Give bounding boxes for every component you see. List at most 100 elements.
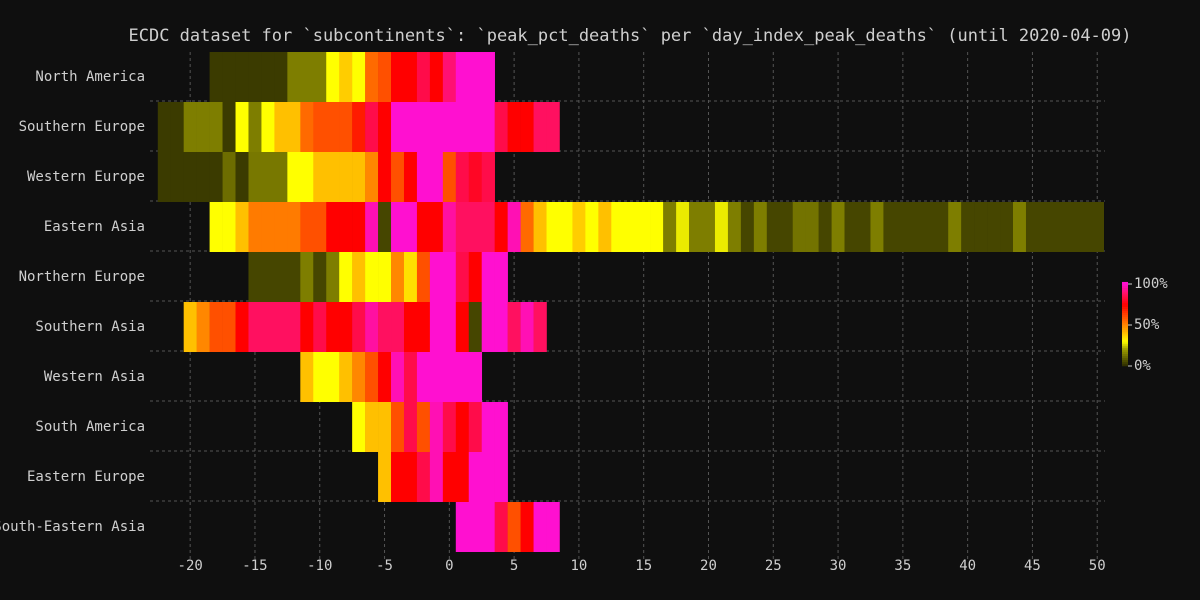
heatmap-cell <box>403 102 418 152</box>
heatmap-cell <box>481 302 495 352</box>
heatmap-cell <box>248 102 262 152</box>
heatmap-cell <box>403 202 418 252</box>
heatmap-cell <box>494 102 508 152</box>
heatmap-cell <box>442 102 457 152</box>
colorbar-segment <box>1122 292 1128 295</box>
heatmap-cell <box>974 202 988 252</box>
heatmap-cell <box>455 152 470 202</box>
heatmap-cell <box>248 202 262 252</box>
heatmap-cell <box>792 202 806 252</box>
heatmap-cell <box>326 252 340 302</box>
heatmap-cell <box>481 502 495 552</box>
heatmap-cell <box>507 302 521 352</box>
heatmap-cell <box>468 302 483 352</box>
heatmap-cell <box>352 52 366 102</box>
heatmap-cell <box>481 252 495 302</box>
heatmap-cell <box>429 352 444 402</box>
heatmap-cell <box>339 52 353 102</box>
heatmap-cell <box>326 102 340 152</box>
heatmap-cell <box>844 202 858 252</box>
heatmap-cell <box>429 452 444 502</box>
heatmap-cell <box>442 302 457 352</box>
heatmap-cell <box>922 202 936 252</box>
colorbar-segment <box>1122 308 1128 311</box>
heatmap-cell <box>533 202 547 252</box>
y-tick-label: South-Eastern Asia <box>0 519 145 535</box>
heatmap-cell <box>261 302 275 352</box>
heatmap-cell <box>766 202 781 252</box>
y-tick-label: Western Asia <box>44 369 145 385</box>
heatmap-cell <box>287 302 301 352</box>
heatmap-cell <box>455 252 470 302</box>
heatmap-cell <box>481 402 495 452</box>
heatmap-cell <box>416 402 431 452</box>
heatmap-cell <box>429 302 444 352</box>
heatmap-cell <box>416 52 431 102</box>
heatmap-cell <box>209 102 223 152</box>
colorbar-segment <box>1122 320 1128 324</box>
heatmap-cell <box>313 152 327 202</box>
heatmap-cell <box>235 102 249 152</box>
colorbar-segment <box>1122 310 1128 313</box>
heatmap-cell <box>416 152 431 202</box>
heatmap-cell <box>274 152 288 202</box>
heatmap-cell <box>481 452 495 502</box>
heatmap-cell <box>261 102 275 152</box>
heatmap-cell <box>520 202 534 252</box>
heatmap-cell <box>209 302 223 352</box>
heatmap-cell <box>468 252 483 302</box>
heatmap-cell <box>222 202 236 252</box>
heatmap-cell <box>403 52 418 102</box>
heatmap-cell <box>378 452 392 502</box>
heatmap-cell <box>559 202 573 252</box>
heatmap-cell <box>378 202 392 252</box>
x-tick-label: 10 <box>570 558 587 574</box>
heatmap-cell <box>261 152 275 202</box>
heatmap-cell <box>196 152 210 202</box>
heatmap-cell <box>416 452 431 502</box>
heatmap-cell <box>209 52 223 102</box>
heatmap-cell <box>352 152 366 202</box>
heatmap-cell <box>339 152 353 202</box>
heatmap-cell <box>235 52 249 102</box>
x-tick-label: 20 <box>700 558 717 574</box>
colorbar-segment <box>1122 357 1128 361</box>
heatmap-cell <box>183 152 197 202</box>
heatmap-cell <box>403 152 418 202</box>
heatmap-cell <box>961 202 975 252</box>
heatmap-cell <box>779 202 794 252</box>
heatmap-cell <box>391 452 405 502</box>
heatmap-cell <box>300 352 314 402</box>
colorbar-segment <box>1122 302 1128 305</box>
heatmap-cells <box>157 52 1105 552</box>
colorbar-segment <box>1122 329 1128 332</box>
heatmap-cell <box>274 302 288 352</box>
heatmap-cell <box>326 352 340 402</box>
heatmap-cell <box>287 52 301 102</box>
heatmap-cell <box>637 202 651 252</box>
colorbar-segment <box>1122 318 1128 322</box>
heatmap-cell <box>507 502 521 552</box>
colorbar-segment <box>1122 306 1128 309</box>
colorbar-segment <box>1122 347 1128 350</box>
heatmap-cell <box>442 202 457 252</box>
chart-title: ECDC dataset for `subcontinents`: `peak_… <box>128 26 1131 46</box>
heatmap-cell <box>403 402 418 452</box>
heatmap-cell <box>313 102 327 152</box>
heatmap-cell <box>896 202 910 252</box>
heatmap-cell <box>300 202 314 252</box>
heatmap-cell <box>170 102 184 152</box>
heatmap-cell <box>196 102 210 152</box>
heatmap-cell <box>442 52 457 102</box>
heatmap-cell <box>429 402 444 452</box>
heatmap-cell <box>442 452 457 502</box>
colorbar-segment <box>1122 327 1128 330</box>
colorbar-segment <box>1122 286 1128 289</box>
heatmap-cell <box>520 302 534 352</box>
x-tick-label: 40 <box>959 558 976 574</box>
heatmap-cell <box>935 202 949 252</box>
heatmap-cell <box>468 202 483 252</box>
heatmap-cell <box>339 352 353 402</box>
colorbar-segment <box>1122 343 1128 346</box>
heatmap-cell <box>261 202 275 252</box>
